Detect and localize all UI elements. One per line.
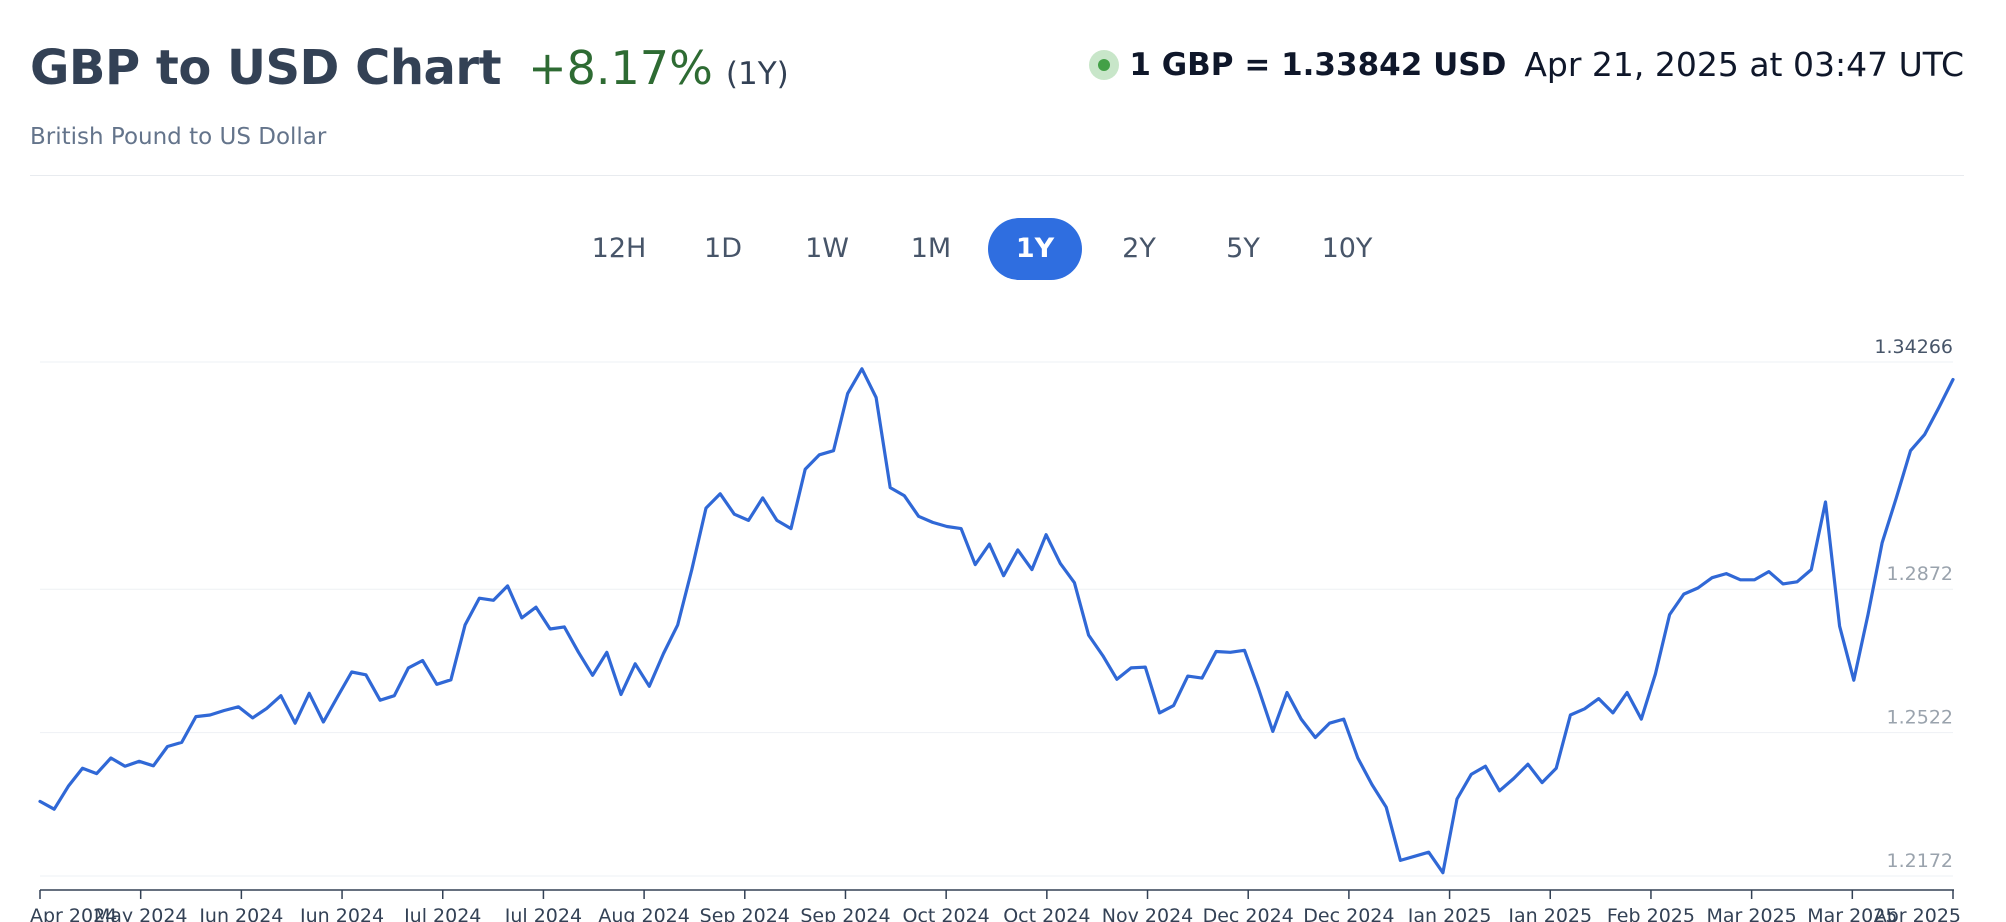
percent-change: +8.17% bbox=[528, 41, 713, 95]
header-divider bbox=[30, 175, 1964, 176]
timeframe-tabs: 12H 1D 1W 1M 1Y 2Y 5Y 10Y bbox=[0, 218, 2006, 280]
tab-12h[interactable]: 12H bbox=[591, 233, 647, 264]
live-dot-icon bbox=[1089, 49, 1120, 80]
x-tick-label: Sep 2024 bbox=[800, 905, 890, 922]
x-tick-label: Apr 2024 bbox=[30, 905, 117, 922]
x-tick-label: Oct 2024 bbox=[1003, 905, 1090, 922]
x-tick-label: Dec 2024 bbox=[1203, 905, 1294, 922]
x-tick-label: Aug 2024 bbox=[598, 905, 690, 922]
series-line bbox=[38, 367, 1955, 875]
x-tick-label: Jul 2024 bbox=[504, 905, 582, 922]
rate-timestamp: Apr 21, 2025 at 03:47 UTC bbox=[1524, 45, 1964, 84]
y-tick-label: 1.2172 bbox=[1887, 850, 1953, 872]
x-tick-label: Apr 2025 bbox=[1874, 905, 1961, 922]
chart-header: GBP to USD Chart +8.17% (1Y) bbox=[30, 40, 789, 96]
x-tick-label: Dec 2024 bbox=[1303, 905, 1394, 922]
rate-value: 1 GBP = 1.33842 USD bbox=[1129, 46, 1507, 83]
page-title: GBP to USD Chart bbox=[30, 40, 502, 96]
x-tick-label: Mar 2025 bbox=[1707, 905, 1797, 922]
y-tick-label: 1.34266 bbox=[1874, 336, 1953, 358]
x-tick-label: Mar 2025 bbox=[1807, 905, 1897, 922]
tab-1d[interactable]: 1D bbox=[704, 233, 742, 264]
x-tick-label: Oct 2024 bbox=[903, 905, 990, 922]
tab-5y[interactable]: 5Y bbox=[1226, 233, 1260, 264]
tab-1y[interactable]: 1Y bbox=[988, 218, 1082, 280]
x-tick-label: Jun 2024 bbox=[198, 905, 283, 922]
page-subtitle: British Pound to US Dollar bbox=[30, 124, 327, 150]
y-tick-label: 1.2522 bbox=[1887, 707, 1953, 729]
tab-2y[interactable]: 2Y bbox=[1122, 233, 1156, 264]
x-tick-label: Jan 2025 bbox=[1407, 905, 1492, 922]
x-tick-label: Jul 2024 bbox=[403, 905, 481, 922]
x-tick-label: Nov 2024 bbox=[1102, 905, 1193, 922]
y-tick-label: 1.2872 bbox=[1887, 563, 1953, 585]
x-tick-label: Sep 2024 bbox=[700, 905, 790, 922]
tab-1m[interactable]: 1M bbox=[910, 233, 952, 264]
x-tick-label: Jun 2024 bbox=[299, 905, 384, 922]
x-tick-label: Feb 2025 bbox=[1607, 905, 1695, 922]
live-rate: 1 GBP = 1.33842 USD Apr 21, 2025 at 03:4… bbox=[1089, 45, 1964, 84]
tab-10y[interactable]: 10Y bbox=[1321, 233, 1373, 264]
x-tick-label: Jan 2025 bbox=[1507, 905, 1592, 922]
tab-1w[interactable]: 1W bbox=[805, 233, 849, 264]
x-tick-label: May 2024 bbox=[94, 905, 188, 922]
change-period: (1Y) bbox=[725, 56, 789, 92]
